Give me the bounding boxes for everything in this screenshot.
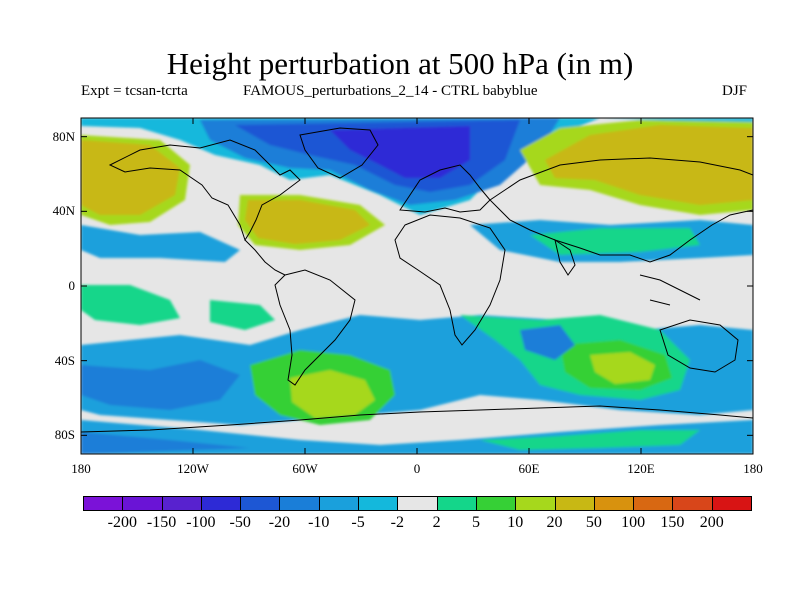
lon-tick-label: 120E: [627, 461, 655, 476]
colorbar-swatch: [397, 496, 438, 511]
colorbar-swatch: [358, 496, 399, 511]
colorbar-swatch: [554, 496, 595, 511]
colorbar-label: -2: [390, 514, 405, 531]
coast-india: [554, 238, 576, 276]
colorbar-label: -200: [107, 514, 137, 531]
coast-europe: [399, 164, 491, 213]
coast-africa: [394, 214, 506, 346]
run-label: FAMOUS_perturbations_2_14 - CTRL babyblu…: [243, 83, 538, 99]
colorbar-label: -50: [229, 514, 251, 531]
lon-tick-label: 180: [743, 461, 763, 476]
colorbar-label: 20: [546, 514, 563, 531]
colorbar-label: -10: [308, 514, 330, 531]
coast-maritime-se-asia: [639, 274, 701, 306]
contour-eurasia-yellow: [545, 125, 753, 205]
colorbar-label: 2: [432, 514, 441, 531]
colorbar-label: 200: [699, 514, 724, 531]
coast-antarctica: [81, 405, 753, 433]
colorbar-label: 10: [507, 514, 524, 531]
coast-australia: [659, 319, 739, 373]
contour-subtropics-north: [81, 225, 240, 262]
colorbar-label: 100: [621, 514, 646, 531]
colorbar-swatch: [161, 496, 202, 511]
colorbar-swatch: [593, 496, 635, 511]
colorbar-swatch: [436, 496, 477, 511]
contour-asia-south-green: [530, 228, 700, 255]
coast-asia: [489, 157, 753, 263]
contour-usa-yellow: [245, 200, 370, 244]
lat-tick-label: 0: [68, 278, 76, 293]
colorbar-swatch: [515, 496, 556, 511]
contour-south-america-yellow: [290, 370, 375, 418]
contour-tropics-west: [81, 285, 180, 325]
contour-antarctic-east: [480, 430, 700, 450]
contour-pacific-yellow: [81, 140, 180, 215]
coast-south-america: [274, 269, 356, 386]
contour-fill-layer: [81, 118, 753, 454]
colorbar-label: 50: [585, 514, 602, 531]
colorbar-label: 5: [471, 514, 480, 531]
contour-south-africa-blue: [520, 325, 575, 360]
coast-central-america: [244, 239, 286, 276]
season-label: DJF: [722, 83, 748, 99]
colorbar-swatch: [122, 496, 163, 511]
tick-marks: [80, 118, 754, 454]
lat-tick-label: 40N: [52, 203, 75, 219]
colorbar-label: -100: [186, 514, 216, 531]
colorbar-swatch: [83, 496, 124, 511]
experiment-label: Expt = tcsan-tcrta: [81, 83, 188, 99]
lat-tick-label: 80N: [52, 128, 75, 144]
colorbar-label: -20: [268, 514, 291, 531]
lon-tick-label: 180: [71, 461, 91, 476]
colorbar-swatch: [475, 496, 517, 511]
lon-tick-label: 120W: [177, 461, 209, 476]
colorbar-swatch: [711, 496, 752, 511]
plot-title: Height perturbation at 500 hPa (in m): [166, 46, 634, 81]
contour-southern-medium: [81, 360, 240, 410]
colorbar-swatch: [240, 496, 281, 511]
lon-tick-label: 60E: [518, 461, 540, 476]
coast-greenland: [299, 127, 379, 179]
lon-tick-label: 60W: [292, 461, 318, 476]
contour-tropics-pacific: [210, 300, 275, 330]
lon-tick-label: 0: [413, 461, 421, 476]
colorbar-label: -5: [351, 514, 365, 531]
lat-tick-label: 40S: [54, 352, 75, 368]
coast-north-america: [108, 139, 301, 242]
contour-antarctic-medium: [81, 432, 250, 454]
colorbar-swatch: [318, 496, 360, 511]
colorbar-swatch: [200, 496, 242, 511]
lat-tick-label: 80S: [54, 427, 75, 443]
coastlines: [81, 127, 753, 433]
colorbar-swatch: [279, 496, 320, 511]
colorbar-swatch: [633, 496, 674, 511]
colorbar-swatch: [672, 496, 713, 511]
contour-indian-yellow: [590, 352, 655, 384]
contour-north-atlantic-core: [330, 126, 470, 178]
colorbar-label: 150: [660, 514, 685, 531]
colorbar-label: -150: [146, 514, 177, 531]
